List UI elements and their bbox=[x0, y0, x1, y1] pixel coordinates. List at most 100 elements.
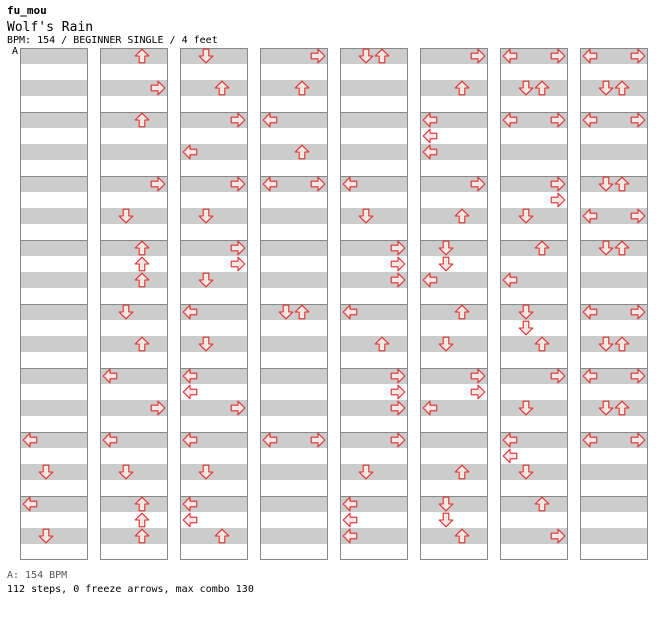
beat-row bbox=[340, 496, 408, 512]
beat-row bbox=[260, 496, 328, 512]
beat-row bbox=[180, 288, 248, 304]
beat-row bbox=[260, 336, 328, 352]
beat-row bbox=[500, 528, 568, 544]
beat-row bbox=[340, 224, 408, 240]
beat-row bbox=[580, 96, 648, 112]
beat-row bbox=[420, 256, 488, 272]
beat-row bbox=[20, 208, 88, 224]
beat-row bbox=[20, 480, 88, 496]
beat-row bbox=[260, 272, 328, 288]
beat-row bbox=[420, 368, 488, 384]
beat-row bbox=[500, 208, 568, 224]
beat-row bbox=[100, 144, 168, 160]
column-border bbox=[500, 48, 568, 560]
beat-row bbox=[100, 288, 168, 304]
beat-row bbox=[500, 176, 568, 192]
beat-row bbox=[580, 112, 648, 128]
beat-row bbox=[500, 112, 568, 128]
chart-column bbox=[580, 48, 648, 560]
beat-row bbox=[180, 272, 248, 288]
beat-row bbox=[20, 512, 88, 528]
beat-row bbox=[100, 448, 168, 464]
beat-row bbox=[580, 304, 648, 320]
column-border bbox=[100, 48, 168, 560]
beat-row bbox=[100, 544, 168, 560]
beat-row bbox=[340, 368, 408, 384]
beat-row bbox=[340, 304, 408, 320]
beat-row bbox=[100, 320, 168, 336]
beat-row bbox=[580, 352, 648, 368]
beat-row bbox=[260, 80, 328, 96]
beat-row bbox=[500, 256, 568, 272]
beat-row bbox=[20, 96, 88, 112]
beat-row bbox=[500, 192, 568, 208]
beat-row bbox=[100, 496, 168, 512]
chart-column bbox=[180, 48, 248, 560]
beat-row bbox=[500, 96, 568, 112]
beat-row bbox=[180, 96, 248, 112]
beat-row bbox=[500, 496, 568, 512]
beat-row bbox=[20, 80, 88, 96]
beat-row bbox=[500, 272, 568, 288]
beat-row bbox=[500, 320, 568, 336]
beat-row bbox=[340, 384, 408, 400]
beat-row bbox=[100, 416, 168, 432]
beat-row bbox=[340, 256, 408, 272]
beat-row bbox=[20, 224, 88, 240]
beat-row bbox=[340, 144, 408, 160]
beat-row bbox=[260, 384, 328, 400]
beat-row bbox=[420, 240, 488, 256]
beat-row bbox=[20, 176, 88, 192]
beat-row bbox=[420, 112, 488, 128]
beat-row bbox=[260, 192, 328, 208]
beat-row bbox=[180, 512, 248, 528]
beat-row bbox=[580, 240, 648, 256]
beat-row bbox=[580, 448, 648, 464]
beat-row bbox=[580, 464, 648, 480]
beat-row bbox=[20, 400, 88, 416]
beat-row bbox=[340, 208, 408, 224]
beat-row bbox=[180, 176, 248, 192]
beat-row bbox=[260, 144, 328, 160]
beat-row bbox=[180, 48, 248, 64]
beat-row bbox=[340, 112, 408, 128]
beat-row bbox=[260, 448, 328, 464]
beat-row bbox=[500, 224, 568, 240]
beat-row bbox=[420, 80, 488, 96]
beat-row bbox=[100, 176, 168, 192]
beat-row bbox=[420, 128, 488, 144]
beat-row bbox=[500, 416, 568, 432]
beat-row bbox=[420, 192, 488, 208]
beat-row bbox=[260, 304, 328, 320]
beat-row bbox=[420, 384, 488, 400]
beat-row bbox=[180, 384, 248, 400]
beat-row bbox=[100, 304, 168, 320]
beat-row bbox=[580, 384, 648, 400]
chart-column bbox=[340, 48, 408, 560]
beat-row bbox=[500, 160, 568, 176]
beat-row bbox=[20, 544, 88, 560]
beat-row bbox=[580, 256, 648, 272]
bpm-marker: A bbox=[12, 46, 19, 57]
beat-row bbox=[420, 496, 488, 512]
author-name: fu_mou bbox=[7, 4, 47, 17]
beat-row bbox=[500, 288, 568, 304]
chart-column bbox=[20, 48, 88, 560]
beat-row bbox=[260, 480, 328, 496]
beat-row bbox=[500, 304, 568, 320]
beat-row bbox=[420, 448, 488, 464]
beat-row bbox=[180, 80, 248, 96]
beat-row bbox=[260, 400, 328, 416]
beat-row bbox=[180, 464, 248, 480]
beat-row bbox=[260, 528, 328, 544]
beat-row bbox=[580, 208, 648, 224]
beat-row bbox=[100, 432, 168, 448]
beat-row bbox=[180, 496, 248, 512]
beat-row bbox=[100, 480, 168, 496]
beat-row bbox=[100, 368, 168, 384]
beat-row bbox=[20, 272, 88, 288]
beat-row bbox=[20, 160, 88, 176]
beat-row bbox=[500, 480, 568, 496]
beat-row bbox=[260, 208, 328, 224]
beat-row bbox=[20, 256, 88, 272]
